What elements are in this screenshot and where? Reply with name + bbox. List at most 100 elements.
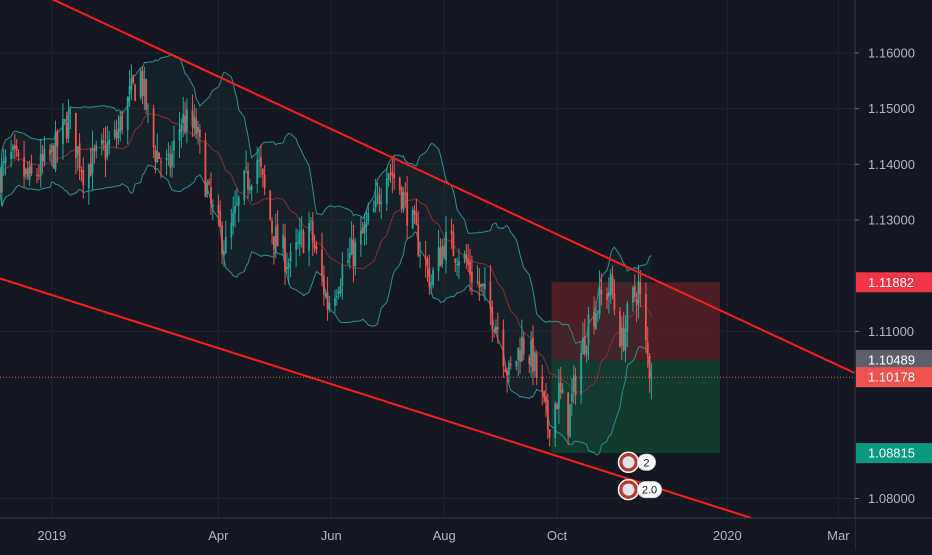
candle [182, 96, 185, 138]
candle-body [43, 148, 46, 163]
candle [285, 252, 288, 275]
candle-body [186, 109, 188, 131]
candle-body [13, 145, 16, 149]
candle [221, 221, 223, 265]
candle [245, 150, 248, 174]
candle-body [517, 347, 520, 360]
candle [119, 111, 122, 142]
candle-body [559, 381, 562, 393]
candle [509, 356, 512, 370]
candle-body [519, 350, 521, 362]
candle [585, 344, 588, 363]
candle [26, 161, 29, 181]
price-label[interactable]: 1.11882 [856, 272, 932, 293]
candle-body [297, 242, 299, 244]
candle-body [463, 253, 466, 259]
time-tick-label: 2020 [713, 528, 742, 543]
candle [43, 136, 46, 167]
upper-band-line [0, 54, 652, 344]
candle [626, 301, 629, 348]
time-tick-label: Jun [321, 528, 342, 543]
price-label[interactable]: 1.10489 [856, 349, 932, 370]
candle-body [82, 169, 85, 186]
candle-body [522, 338, 525, 355]
price-label[interactable]: 1.08815 [856, 443, 932, 464]
candle-body [4, 156, 7, 163]
candle-body [504, 368, 507, 372]
candle-body [308, 222, 310, 251]
candle-body [380, 202, 383, 204]
candle [354, 238, 357, 276]
candle [298, 217, 301, 257]
candle-body [80, 169, 83, 172]
candle [613, 279, 616, 316]
candle-body [363, 224, 366, 234]
candle [91, 130, 94, 191]
candle-body [454, 258, 457, 263]
price-label-text: 1.10178 [868, 370, 915, 385]
candle [160, 157, 162, 179]
candle [237, 195, 240, 223]
candle [593, 296, 595, 335]
time-tick-label: Aug [433, 528, 456, 543]
candle-body [467, 259, 470, 266]
candle [489, 265, 492, 325]
candle-body [341, 265, 344, 286]
candle [300, 216, 303, 248]
candle [372, 200, 375, 213]
candle [195, 108, 198, 139]
candle [178, 111, 181, 158]
candle-body [471, 271, 473, 283]
candle [128, 70, 131, 107]
candle-body [106, 142, 109, 157]
price-label[interactable]: 1.10178 [856, 367, 932, 388]
candle [419, 241, 421, 269]
candle-body [311, 221, 314, 243]
candle [404, 182, 407, 208]
trend-channel [0, 0, 856, 519]
candle [87, 162, 90, 205]
candle [232, 196, 235, 235]
candle-body [322, 275, 325, 295]
candle [582, 322, 584, 355]
candle-body [271, 220, 273, 234]
candle-body [300, 230, 303, 233]
candle [337, 286, 340, 300]
economic-event-marker[interactable]: 2.0 [617, 478, 662, 501]
event-count-label: 2.0 [642, 485, 657, 497]
candle [76, 145, 79, 172]
candle [570, 378, 573, 416]
candle [456, 257, 459, 277]
candle-body [478, 281, 481, 288]
candle-body [171, 153, 174, 167]
candle [256, 146, 259, 194]
candle-body [36, 174, 38, 176]
candle [67, 99, 70, 143]
candle [624, 314, 627, 363]
candle [611, 265, 614, 300]
position-tool [551, 282, 720, 454]
candle [561, 383, 564, 394]
candle-body [520, 336, 523, 362]
candle [633, 274, 636, 302]
candle [308, 211, 310, 267]
candle [28, 160, 31, 186]
candle [385, 167, 388, 212]
candle [580, 341, 583, 404]
candle-body [219, 211, 222, 227]
candle-body [359, 230, 362, 245]
price-label-bg [856, 443, 932, 464]
economic-event-marker[interactable]: 2 [617, 451, 656, 474]
candle-body [184, 115, 186, 133]
candle [471, 255, 473, 296]
candle-body [67, 111, 70, 139]
price-label-bg [856, 349, 932, 370]
candle-body [15, 145, 18, 152]
candle-body [437, 247, 440, 272]
candle-body [274, 227, 277, 253]
candle-body [508, 362, 510, 375]
candle [437, 229, 440, 281]
candle [607, 277, 610, 314]
